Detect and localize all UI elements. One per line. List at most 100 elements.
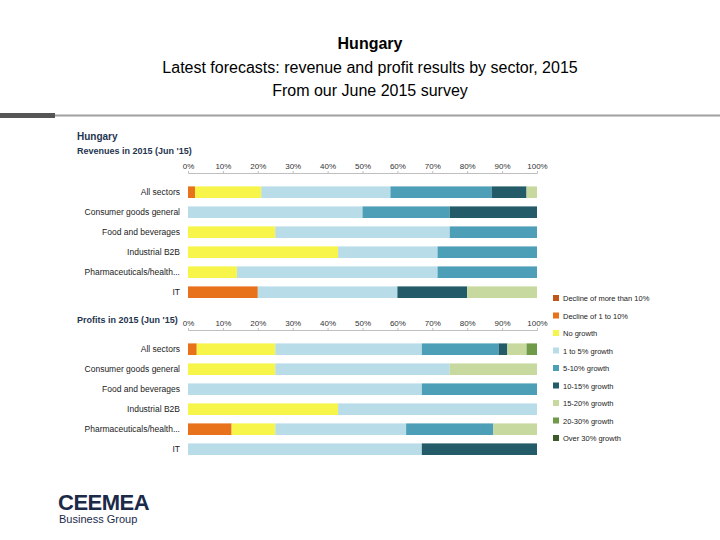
category-label: Food and beverages [102,384,180,394]
tick-label: 60% [390,319,406,328]
chart-heading: Hungary [77,131,118,142]
tick: All sectors [141,187,180,197]
tick-label: 50% [355,162,371,171]
bar [275,363,450,375]
legend-label: 20-30% growth [563,417,613,426]
header-rule-block [0,113,55,118]
bar [406,423,493,435]
tick-mark [328,328,329,330]
tick: Industrial B2B [127,404,180,414]
legend-label: Decline of 1 to 10% [563,312,628,321]
tick-label: 0% [183,162,195,171]
tick: Consumer goods general [85,364,181,374]
category-label: Pharmaceuticals/health... [85,267,180,277]
legend-swatch [553,348,559,354]
bar [537,246,538,258]
axis-line [189,328,538,331]
chart-panel: Revenues in 2015 (Jun '15)0%10%20%30%40%… [77,146,548,298]
bar [275,343,422,355]
header-rule [55,115,720,117]
bar [537,403,538,415]
tick: Consumer goods general [85,207,181,217]
series [188,343,537,455]
tick-mark [397,328,398,330]
tick: 20% [250,162,266,173]
category-label: IT [172,287,180,297]
tick: 20% [250,319,266,330]
tick-label: 10% [215,319,231,328]
tick-mark [258,171,259,173]
bar [537,423,538,435]
bar [338,246,437,258]
bar [438,246,537,258]
tick: Pharmaceuticals/health... [85,267,180,277]
tick: 60% [390,162,406,173]
y-axis: All sectors Consumer goods general Food an… [85,187,181,297]
tick: 70% [425,162,441,173]
bar [232,423,276,435]
category-label: Consumer goods general [85,207,181,217]
bar [537,403,538,415]
tick-label: 100% [527,319,547,328]
tick-label: 50% [355,319,371,328]
tick-label: 30% [285,319,301,328]
tick-label: 20% [250,162,266,171]
tick: 90% [495,162,511,173]
legend-label: 15-20% growth [563,399,613,408]
tick-mark [223,171,224,173]
tick: 10% [215,319,231,330]
x-axis: 0%10%20%30%40%50%60%70%80%90%100% [183,319,548,331]
bar [537,443,538,455]
tick: Food and beverages [102,227,180,237]
legend-label: Over 30% growth [563,434,621,443]
series [363,186,538,278]
bar [537,343,538,355]
bar [397,286,467,298]
tick: 70% [425,319,441,330]
series [397,186,537,298]
tick: 80% [460,162,476,173]
tick-label: 0% [183,319,195,328]
bar [537,226,538,238]
bar [422,383,537,395]
tick-label: 40% [320,162,336,171]
legend-label: 5-10% growth [563,364,609,373]
bar [537,226,538,238]
bar [450,206,537,218]
bar [237,266,438,278]
bar [537,206,538,218]
plot-area [188,186,537,298]
bar [537,403,538,415]
bar [188,423,232,435]
series [450,343,537,435]
bar [537,246,538,258]
tick-label: 90% [495,319,511,328]
bar [527,186,537,198]
tick-mark [502,328,503,330]
bar [537,383,538,395]
series [188,186,450,298]
tick: 30% [285,162,301,173]
category-label: IT [172,444,180,454]
tick: IT [172,287,180,297]
axis-line [189,171,538,174]
plot-area [188,343,537,455]
tick-mark [363,171,364,173]
tick-mark [537,171,538,173]
bar [537,383,538,395]
series [467,186,537,298]
bar [537,443,538,455]
bar [275,423,406,435]
tick: 0% [183,319,195,330]
tick-label: 60% [390,162,406,171]
tick: 90% [495,319,511,330]
legend-label: No growth [563,329,597,338]
bar [275,226,450,238]
tick-label: 40% [320,319,336,328]
bar [188,363,275,375]
tick: 30% [285,319,301,330]
series [422,343,537,455]
tick: 10% [215,162,231,173]
bar [537,206,538,218]
slide-subtitle: Latest forecasts: revenue and profit res… [162,59,577,76]
